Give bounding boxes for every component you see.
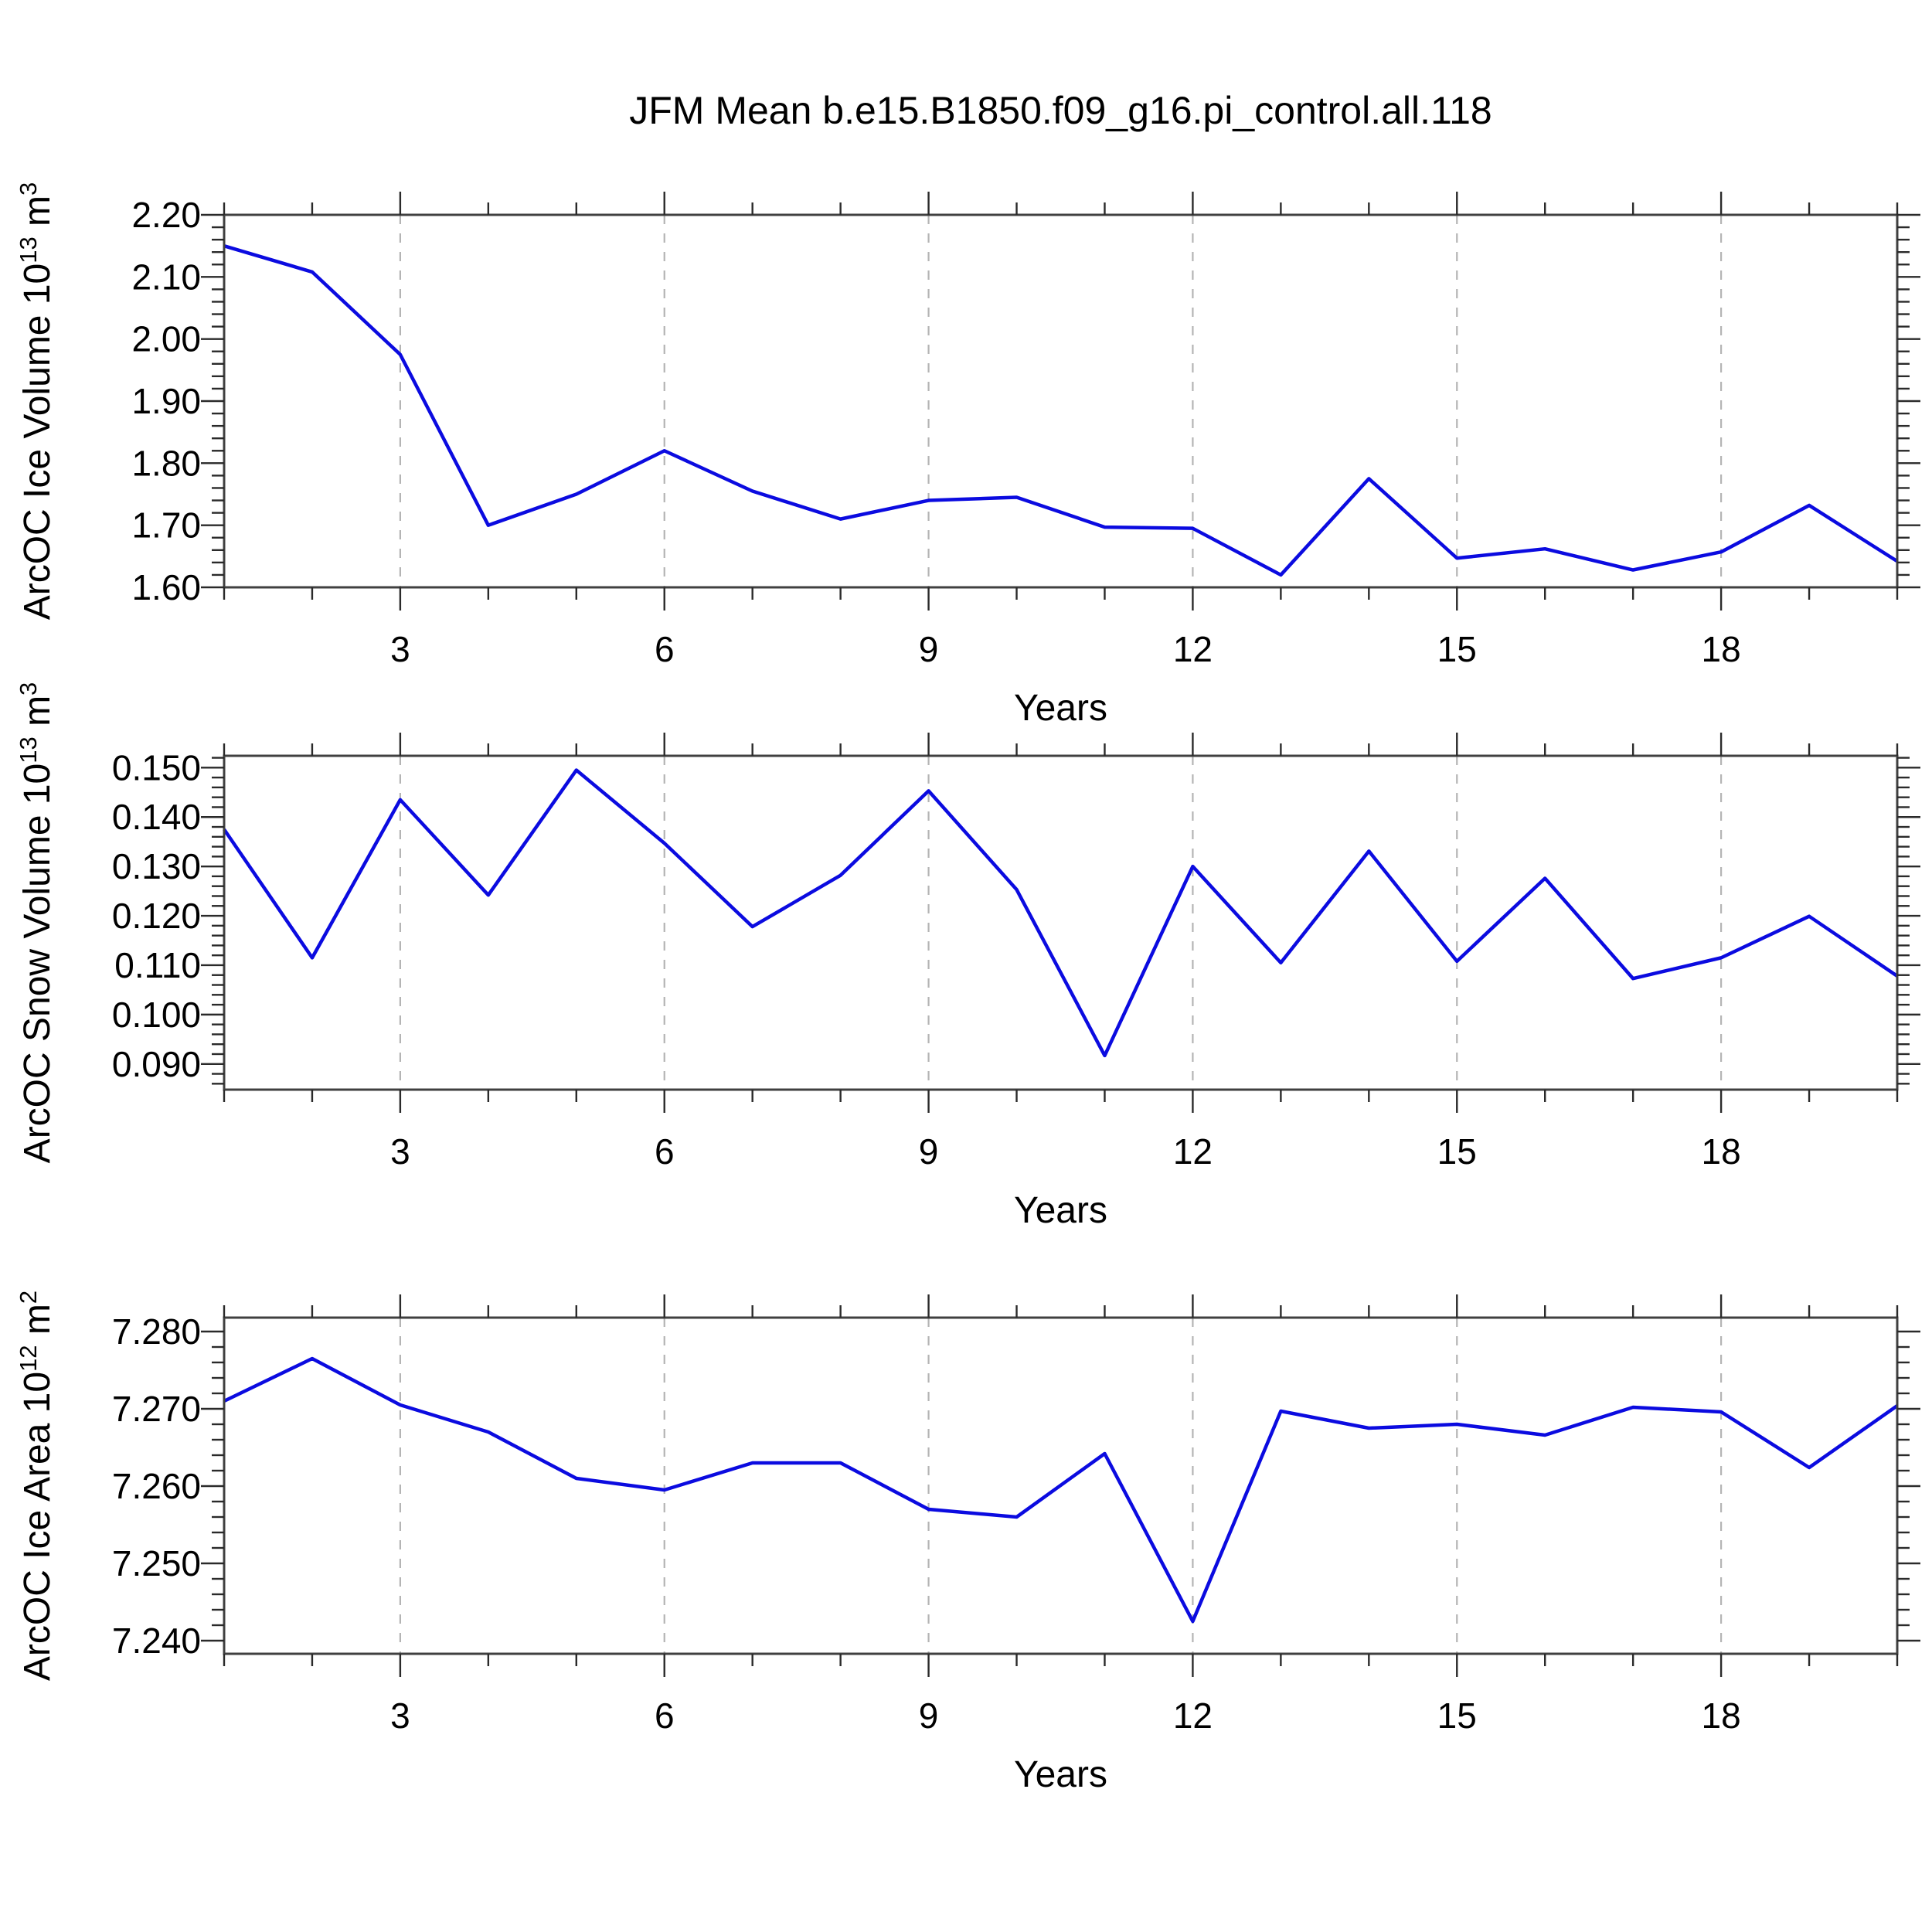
x-axis-title: Years <box>1014 688 1107 729</box>
tick-marks <box>201 733 1920 1113</box>
y-axis-title: ArcOC Ice Volume 1013 m3 <box>15 182 58 621</box>
y-tick-label: 2.10 <box>131 257 201 297</box>
y-axis-title: ArcOC Snow Volume 1013 m3 <box>15 682 58 1164</box>
x-tick-label: 18 <box>1702 1696 1741 1736</box>
x-tick-label: 9 <box>919 1131 939 1172</box>
x-tick-label: 3 <box>390 1131 410 1172</box>
plot-frame <box>223 754 1899 1091</box>
x-tick-label: 12 <box>1173 1131 1213 1172</box>
y-tick-label: 7.250 <box>112 1543 201 1583</box>
y-tick-label: 2.20 <box>131 195 201 235</box>
y-tick-label: 0.100 <box>112 995 201 1035</box>
y-tick-label: 2.00 <box>131 319 201 359</box>
page-title: JFM Mean b.e15.B1850.f09_g16.pi_control.… <box>629 89 1492 132</box>
x-tick-label: 15 <box>1437 1131 1477 1172</box>
y-tick-label: 7.240 <box>112 1621 201 1661</box>
y-tick-label: 0.130 <box>112 846 201 886</box>
x-tick-label: 18 <box>1702 1131 1741 1172</box>
y-tick-label: 1.60 <box>131 567 201 607</box>
y-tick-label: 0.090 <box>112 1044 201 1084</box>
ice-volume-plot: 1.60 1.70 1.80 1.90 2.00 2.10 2.20 3 6 9 12 15 18 Yea… <box>15 182 1920 729</box>
x-tick-label: 6 <box>655 1131 675 1172</box>
y-tick-label: 7.270 <box>112 1389 201 1429</box>
ice-area-data-line <box>223 1356 1899 1624</box>
x-tick-label: 12 <box>1173 629 1213 669</box>
x-tick-label: 18 <box>1702 629 1741 669</box>
x-tick-label: 15 <box>1437 1696 1477 1736</box>
y-tick-label: 0.110 <box>114 945 201 985</box>
y-tick-label: 0.120 <box>112 896 201 936</box>
y-tick-label: 1.70 <box>131 505 201 546</box>
snow-volume-data-line <box>223 768 1899 1058</box>
x-tick-label: 9 <box>919 1696 939 1736</box>
y-tick-label: 0.150 <box>112 747 201 787</box>
y-tick-label: 0.140 <box>112 797 201 837</box>
y-tick-label: 7.280 <box>112 1311 201 1352</box>
x-tick-label: 12 <box>1173 1696 1213 1736</box>
x-tick-label: 6 <box>655 629 675 669</box>
y-tick-label: 7.260 <box>112 1466 201 1506</box>
x-tick-label: 15 <box>1437 629 1477 669</box>
plot-frame <box>223 213 1899 589</box>
x-tick-label: 9 <box>919 629 939 669</box>
tick-marks <box>201 1294 1920 1677</box>
tick-marks <box>201 192 1920 611</box>
ice-area-plot: 7.240 7.250 7.260 7.270 7.280 3 6 9 12 15 18 Years A… <box>15 1291 1920 1795</box>
snow-volume-plot: 0.090 0.100 0.110 0.120 0.130 0.140 0.150 3 6 9 12… <box>15 682 1920 1231</box>
x-tick-label: 3 <box>390 629 410 669</box>
y-axis-title: ArcOC Ice Area 1012 m2 <box>15 1291 58 1681</box>
x-axis-title: Years <box>1014 1190 1107 1231</box>
x-axis-title: Years <box>1014 1754 1107 1795</box>
ice-volume-data-line <box>223 244 1899 577</box>
x-tick-label: 6 <box>655 1696 675 1736</box>
x-tick-label: 3 <box>390 1696 410 1736</box>
y-tick-label: 1.90 <box>131 381 201 421</box>
y-tick-label: 1.80 <box>131 443 201 483</box>
